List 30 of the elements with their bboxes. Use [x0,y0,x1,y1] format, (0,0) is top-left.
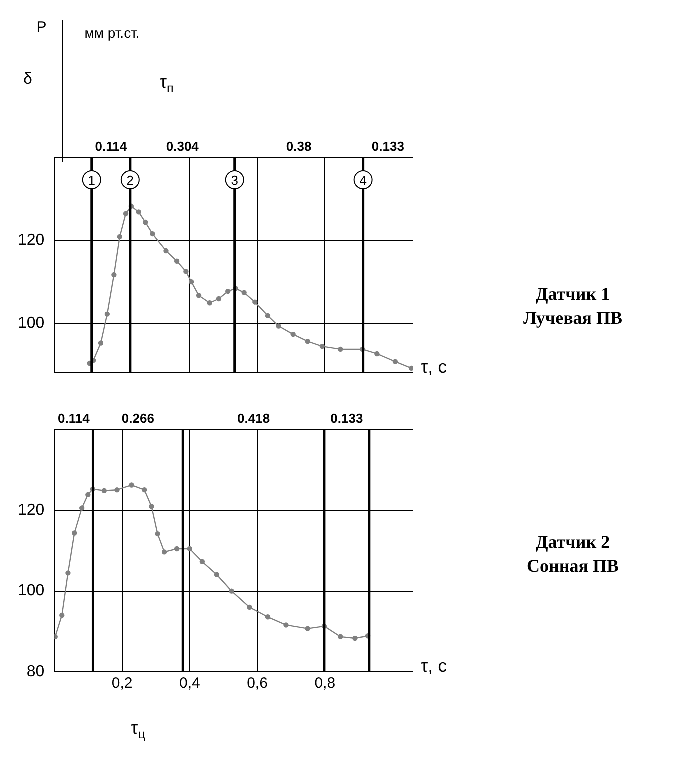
y-tick-label: 120 [18,232,45,250]
text: 0.114 [95,139,128,154]
text: мм рт.ст. [84,25,140,41]
annotation: 4 [360,173,367,188]
y-tick-label: 80 [26,663,45,680]
text: 0.304 [166,139,200,154]
x-axis-title: τ, с [421,656,448,676]
y-tick-label: 120 [18,502,45,520]
text: Датчик 2 [536,532,610,552]
x-tick-label: 0,4 [179,675,200,692]
text: 0.133 [330,411,364,426]
text: δ [24,71,33,88]
text: 0.38 [286,139,312,154]
x-tick-label: 0,8 [314,675,336,692]
x-tick-label: 0,2 [112,675,133,692]
text: Датчик 1 [536,284,610,304]
text: Сонная ПВ [527,556,619,576]
y-axis-title: P [36,19,47,36]
text: 0.133 [372,139,404,154]
x-axis-title: τ, с [421,357,448,377]
x-tick-label: 0,6 [247,675,268,692]
y-tick-label: 100 [18,314,45,332]
text: 0.266 [122,411,154,426]
text: 0.114 [58,411,91,426]
annotation: 2 [126,173,134,188]
text: 0.418 [238,411,270,426]
annotation: 3 [231,173,238,188]
annotation: 1 [88,173,96,188]
y-tick-label: 100 [18,582,45,600]
text: Лучевая ПВ [523,308,623,328]
